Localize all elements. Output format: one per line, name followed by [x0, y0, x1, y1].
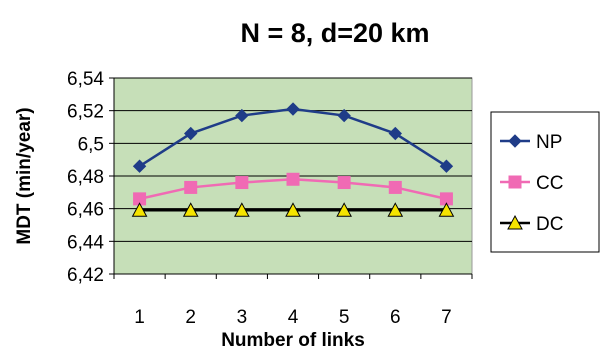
data-point-np: [337, 108, 351, 123]
data-point-cc: [337, 176, 351, 190]
data-point-dc: [182, 202, 199, 217]
legend: NP CC DC: [500, 132, 563, 235]
legend-label-dc: DC: [536, 214, 563, 235]
series-layer: [131, 102, 455, 217]
data-point-dc: [285, 202, 301, 217]
data-point-cc: [235, 176, 249, 190]
x-axis-label: Number of links: [221, 330, 365, 351]
y-tick-label: 6,48: [67, 167, 104, 188]
x-tick-label: 4: [288, 307, 299, 328]
x-tick-label: 5: [339, 307, 350, 328]
data-point-np: [235, 108, 249, 123]
data-point-np: [286, 102, 300, 116]
data-point-dc: [336, 202, 352, 217]
data-point-np: [388, 126, 402, 141]
chart-title: N = 8, d=20 km: [240, 18, 429, 48]
y-tick-label: 6,46: [67, 200, 104, 221]
data-point-np: [184, 126, 198, 141]
x-tick-label: 6: [390, 307, 401, 328]
y-axis-label: MDT (min/year): [14, 107, 35, 244]
data-point-dc: [438, 202, 455, 217]
x-tick-label: 7: [441, 307, 452, 328]
x-tick-label: 2: [185, 307, 196, 328]
data-point-np: [439, 159, 454, 173]
legend-marker-dc: [507, 214, 523, 230]
data-point-cc: [286, 172, 300, 186]
y-axis-ticks: 6,42 6,44 6,46 6,48 6,5 6,52 6,54: [67, 69, 114, 286]
data-point-cc: [184, 180, 198, 194]
x-tick-label: 3: [237, 307, 248, 328]
x-tick-label: 1: [134, 307, 145, 328]
data-point-cc: [388, 180, 402, 194]
data-point-dc: [387, 202, 404, 217]
data-point-dc: [131, 202, 148, 217]
x-axis-ticks: 1 2 3 4 5 6 7: [113, 274, 473, 328]
y-tick-label: 6,54: [67, 69, 104, 90]
legend-marker-cc: [508, 175, 522, 189]
y-tick-label: 6,52: [67, 102, 104, 123]
data-point-dc: [234, 202, 250, 217]
y-tick-label: 6,42: [67, 265, 104, 286]
y-tick-label: 6,44: [67, 232, 104, 253]
y-tick-label: 6,5: [78, 134, 104, 155]
legend-marker-np: [508, 134, 522, 148]
legend-label-np: NP: [536, 132, 562, 153]
legend-label-cc: CC: [536, 173, 563, 194]
data-point-np: [132, 159, 147, 173]
